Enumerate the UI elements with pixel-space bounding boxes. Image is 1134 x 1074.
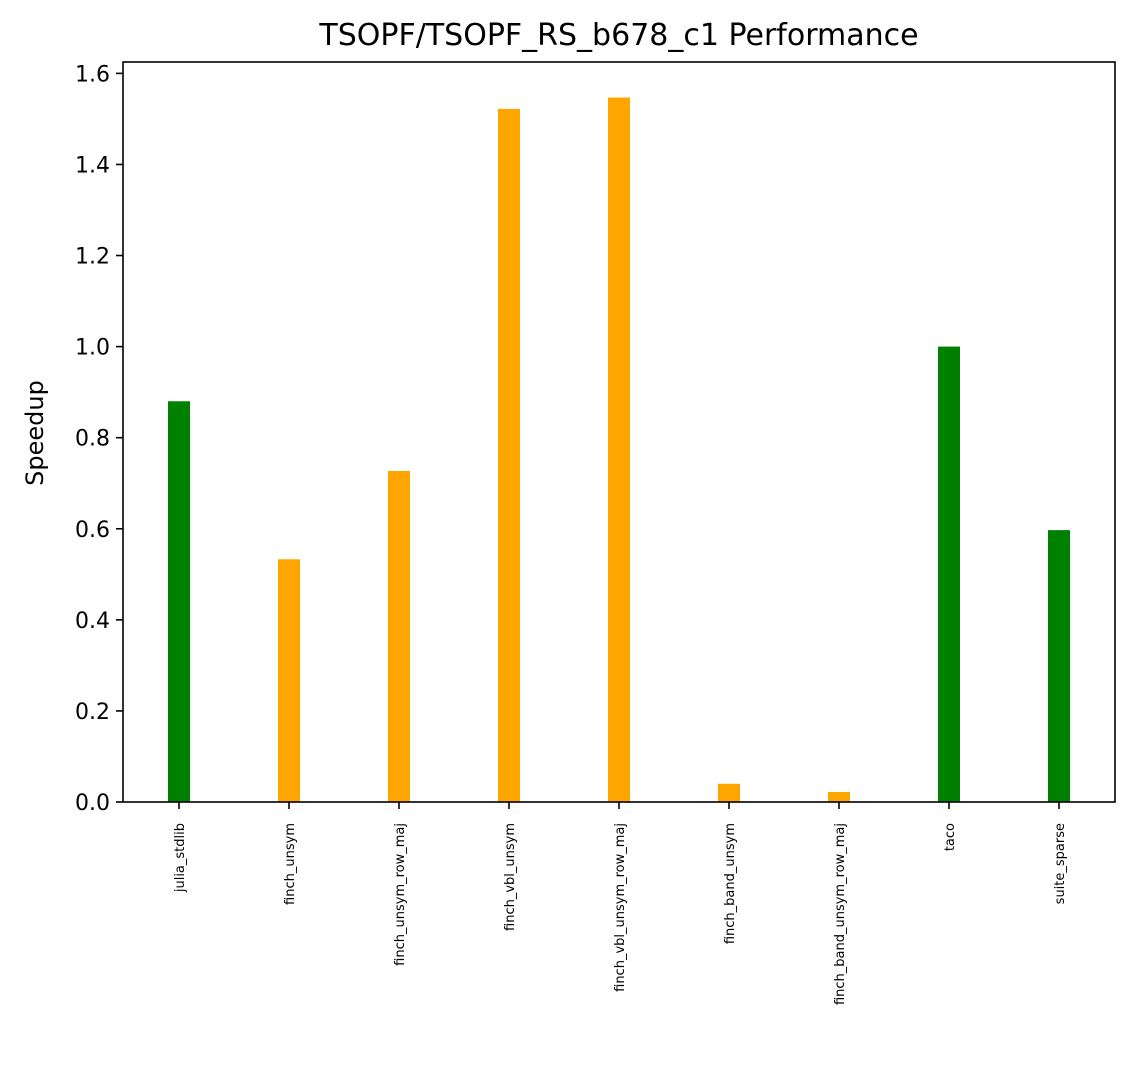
x-tick-label: finch_vbl_unsym_row_maj xyxy=(613,823,628,992)
bar-finch-vbl-unsym-row-maj xyxy=(608,97,630,802)
y-tick-label: 0.6 xyxy=(75,518,110,543)
bars-group xyxy=(168,97,1070,803)
y-tick-label: 0.8 xyxy=(75,427,110,452)
y-tick-label: 1.4 xyxy=(75,153,110,178)
y-tick-label: 0.2 xyxy=(75,700,110,725)
plot-frame xyxy=(122,61,1116,803)
y-tick-label: 1.2 xyxy=(75,245,110,270)
x-axis-ticks: julia_stdlib finch_unsym finch_unsym_row_m… xyxy=(173,802,1068,1005)
y-tick-label: 0.4 xyxy=(75,609,110,634)
bar-finch-band-unsym-row-maj xyxy=(828,791,850,802)
x-tick-label: finch_vbl_unsym xyxy=(503,823,518,931)
x-tick-label: finch_unsym_row_maj xyxy=(393,823,408,966)
x-tick-label: julia_stdlib xyxy=(173,823,188,893)
bar-finch-unsym xyxy=(278,559,300,802)
bar-taco xyxy=(938,346,960,802)
x-tick-label: finch_band_unsym xyxy=(723,823,738,944)
y-tick-label: 0.0 xyxy=(75,791,110,816)
y-axis-label: Speedup xyxy=(21,380,49,486)
x-tick-label: finch_band_unsym_row_maj xyxy=(833,823,848,1005)
x-tick-label: finch_unsym xyxy=(283,823,298,905)
y-tick-label: 1.0 xyxy=(75,336,110,361)
bar-finch-unsym-row-maj xyxy=(388,470,410,802)
bar-finch-vbl-unsym xyxy=(498,108,520,803)
chart-title: TSOPF/TSOPF_RS_b678_c1 Performance xyxy=(318,18,918,53)
y-tick-label: 1.6 xyxy=(75,62,110,87)
x-tick-label: suite_sparse xyxy=(1053,823,1068,904)
bar-suite-sparse xyxy=(1048,530,1070,802)
y-axis-ticks: 0.0 0.2 0.4 0.6 0.8 1.0 1.2 1.4 1.6 xyxy=(75,62,123,816)
bar-finch-band-unsym xyxy=(718,783,740,802)
bar-julia-stdlib xyxy=(168,401,190,802)
x-tick-label: taco xyxy=(943,823,958,851)
